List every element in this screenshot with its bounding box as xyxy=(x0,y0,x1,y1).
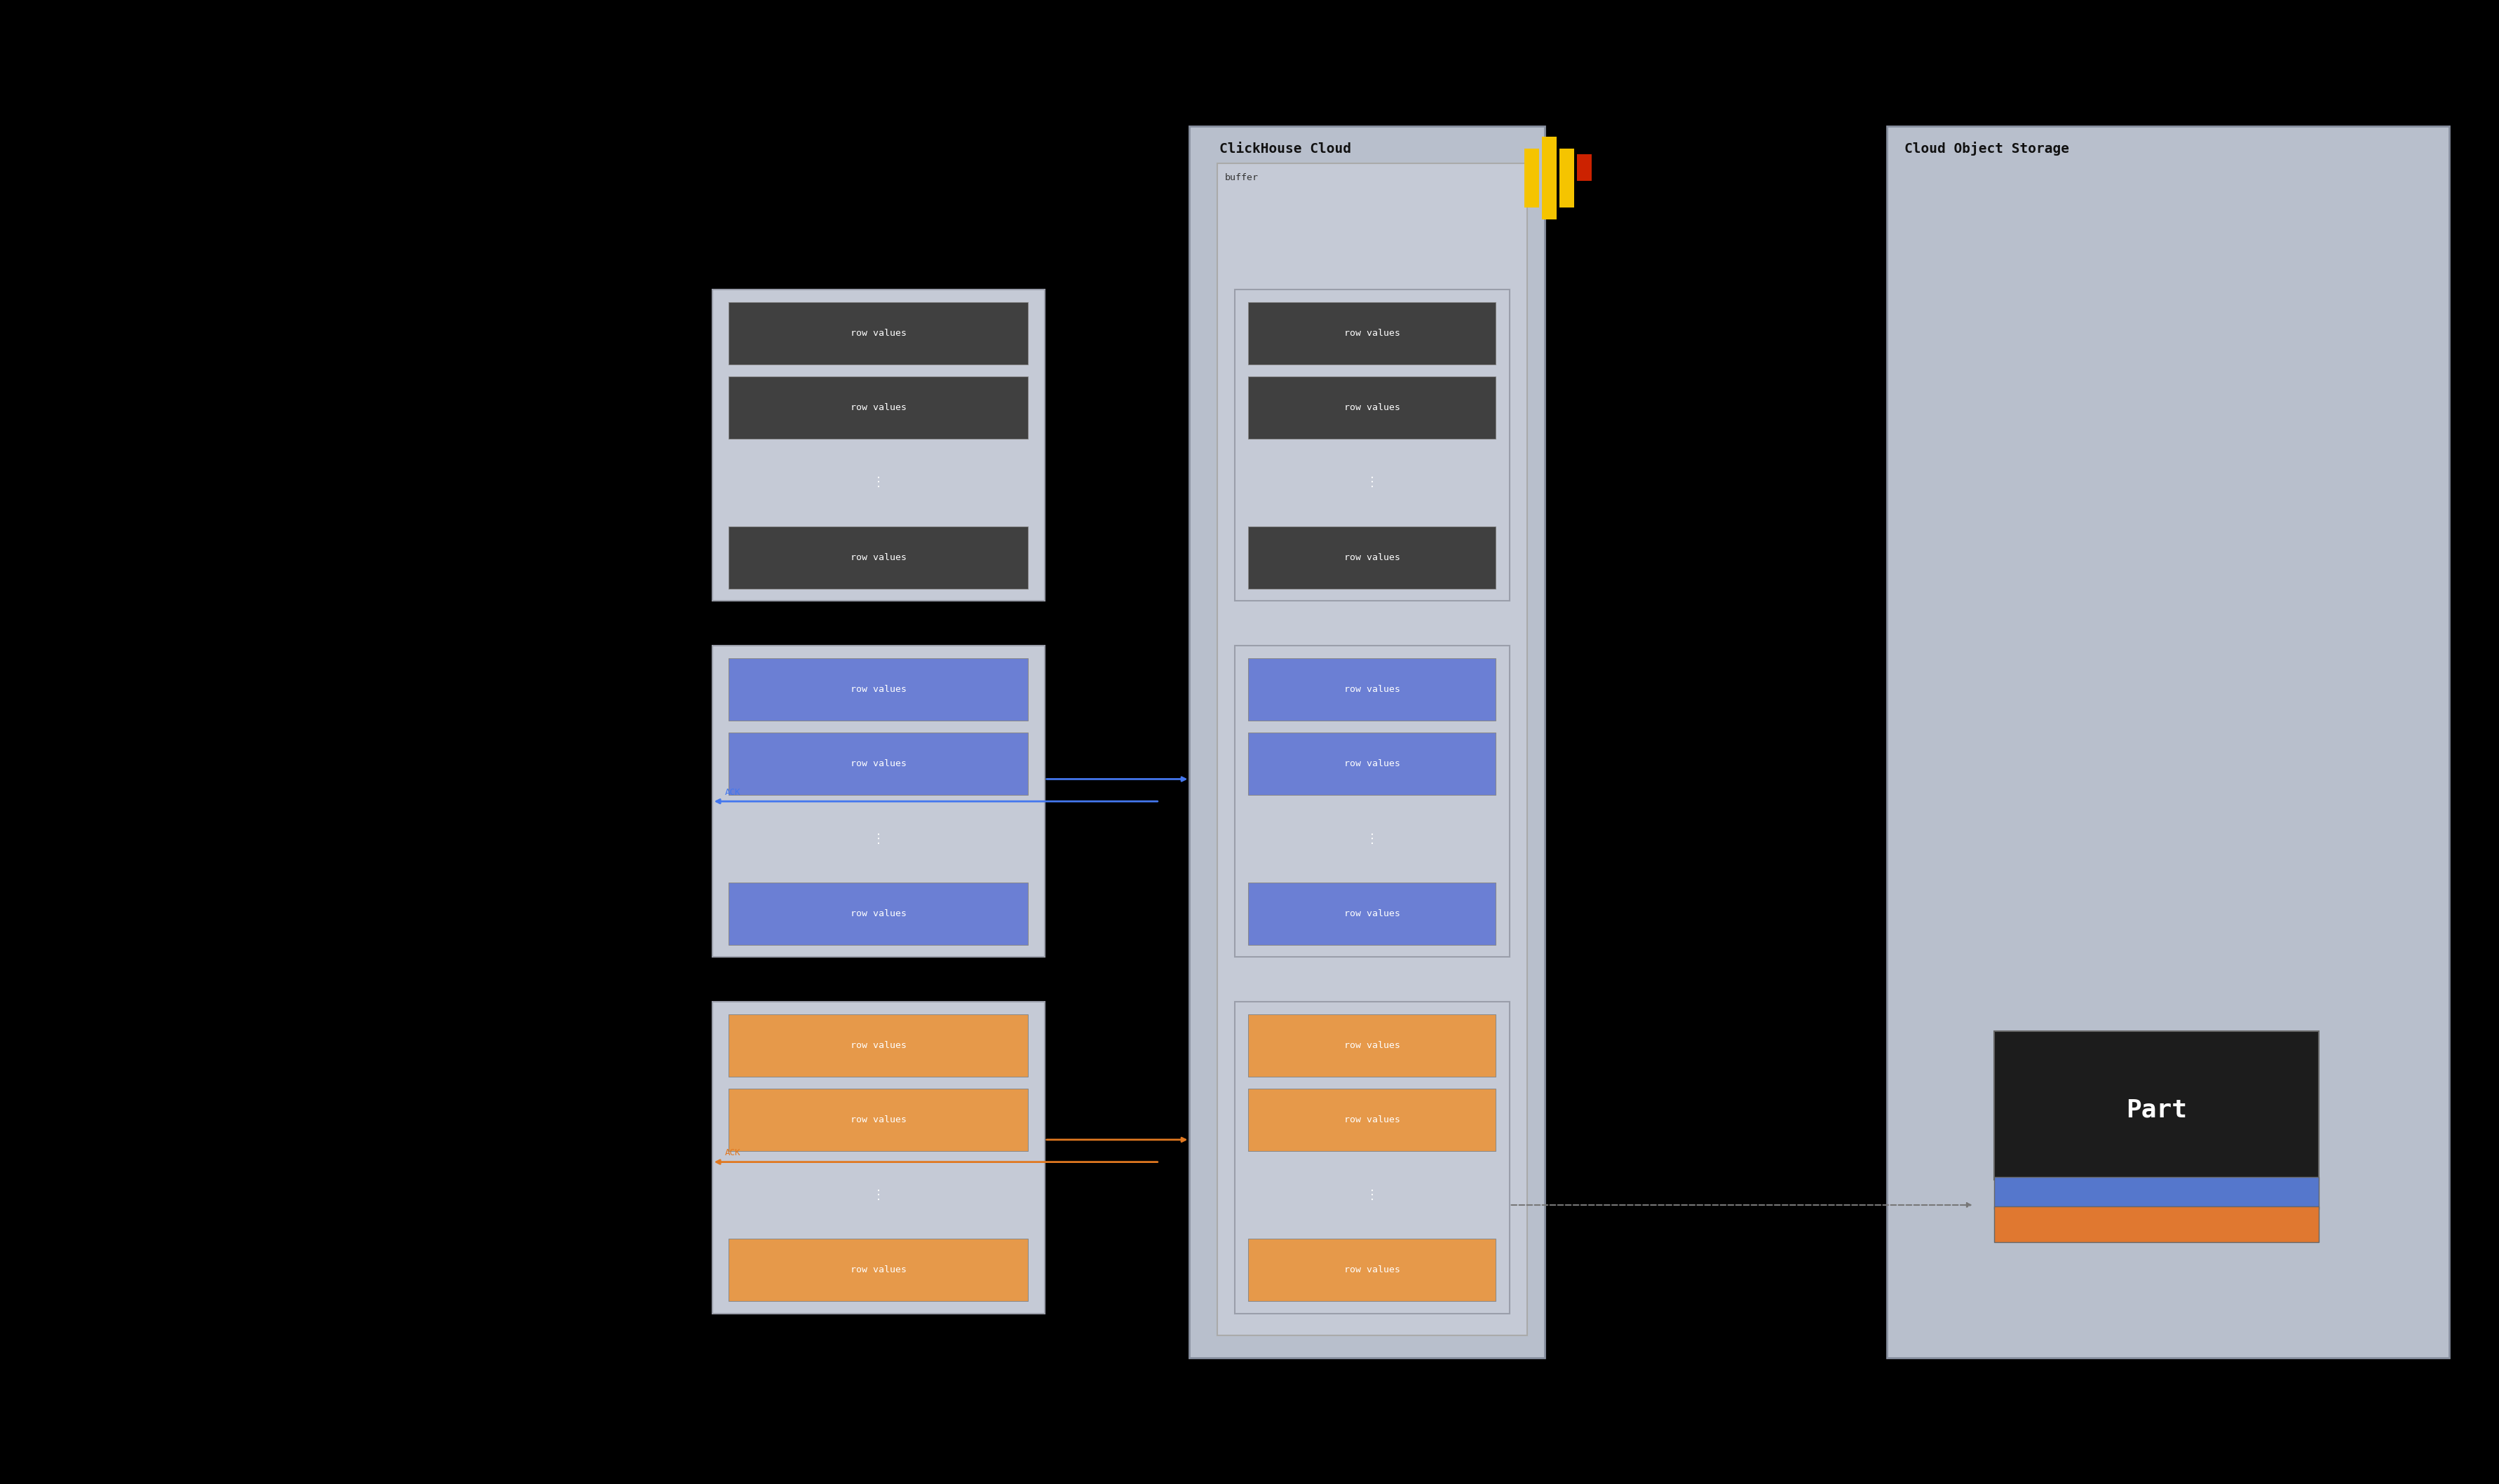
Text: row values: row values xyxy=(1344,1116,1399,1125)
Text: ⋮: ⋮ xyxy=(1364,833,1379,844)
Text: row values: row values xyxy=(850,1266,907,1275)
FancyBboxPatch shape xyxy=(1887,126,2449,1358)
FancyBboxPatch shape xyxy=(1250,657,1494,720)
FancyBboxPatch shape xyxy=(1250,301,1494,364)
FancyBboxPatch shape xyxy=(730,301,1027,364)
Text: ACK: ACK xyxy=(725,788,740,797)
FancyBboxPatch shape xyxy=(1217,163,1527,1336)
Text: row values: row values xyxy=(1344,684,1399,693)
FancyBboxPatch shape xyxy=(1250,377,1494,439)
FancyBboxPatch shape xyxy=(730,377,1027,439)
Text: row values: row values xyxy=(850,1040,907,1049)
Text: row values: row values xyxy=(1344,1040,1399,1049)
FancyBboxPatch shape xyxy=(1235,1002,1509,1313)
FancyBboxPatch shape xyxy=(1250,1089,1494,1152)
Text: row values: row values xyxy=(850,684,907,693)
Text: row values: row values xyxy=(850,404,907,413)
FancyBboxPatch shape xyxy=(712,289,1045,601)
Bar xyxy=(1542,137,1557,220)
Bar xyxy=(1994,1177,2319,1209)
Text: row values: row values xyxy=(1344,760,1399,769)
Text: ⋮: ⋮ xyxy=(1364,1189,1379,1201)
Text: ⋮: ⋮ xyxy=(872,1189,885,1201)
Text: buffer: buffer xyxy=(1225,174,1257,183)
Text: Part: Part xyxy=(2127,1098,2187,1122)
Text: row values: row values xyxy=(850,760,907,769)
FancyBboxPatch shape xyxy=(730,1089,1027,1152)
Text: row values: row values xyxy=(1344,910,1399,919)
FancyBboxPatch shape xyxy=(730,733,1027,795)
FancyBboxPatch shape xyxy=(1190,126,1544,1358)
Bar xyxy=(1559,148,1574,208)
Text: ⋮: ⋮ xyxy=(872,476,885,488)
Text: ⋮: ⋮ xyxy=(1364,476,1379,488)
Bar xyxy=(1577,154,1592,181)
FancyBboxPatch shape xyxy=(1250,1014,1494,1076)
FancyBboxPatch shape xyxy=(712,1002,1045,1313)
FancyBboxPatch shape xyxy=(730,657,1027,720)
Bar xyxy=(1524,148,1539,208)
Text: row values: row values xyxy=(1344,328,1399,337)
FancyBboxPatch shape xyxy=(1250,883,1494,945)
FancyBboxPatch shape xyxy=(1994,1031,2319,1180)
Text: ClickHouse Cloud: ClickHouse Cloud xyxy=(1220,142,1352,156)
FancyBboxPatch shape xyxy=(1235,289,1509,601)
Text: row values: row values xyxy=(850,910,907,919)
Text: ACK: ACK xyxy=(725,1149,740,1158)
FancyBboxPatch shape xyxy=(1250,1239,1494,1301)
Text: row values: row values xyxy=(1344,554,1399,562)
FancyBboxPatch shape xyxy=(1250,527,1494,589)
Text: row values: row values xyxy=(850,1116,907,1125)
FancyBboxPatch shape xyxy=(712,646,1045,957)
FancyBboxPatch shape xyxy=(730,1239,1027,1301)
FancyBboxPatch shape xyxy=(730,1014,1027,1076)
Text: Cloud Object Storage: Cloud Object Storage xyxy=(1904,142,2069,156)
Text: row values: row values xyxy=(1344,1266,1399,1275)
Text: row values: row values xyxy=(850,554,907,562)
Text: row values: row values xyxy=(1344,404,1399,413)
FancyBboxPatch shape xyxy=(730,527,1027,589)
Bar xyxy=(1994,1206,2319,1242)
FancyBboxPatch shape xyxy=(730,883,1027,945)
Text: row values: row values xyxy=(850,328,907,337)
FancyBboxPatch shape xyxy=(1235,646,1509,957)
FancyBboxPatch shape xyxy=(1250,733,1494,795)
Text: ⋮: ⋮ xyxy=(872,833,885,844)
